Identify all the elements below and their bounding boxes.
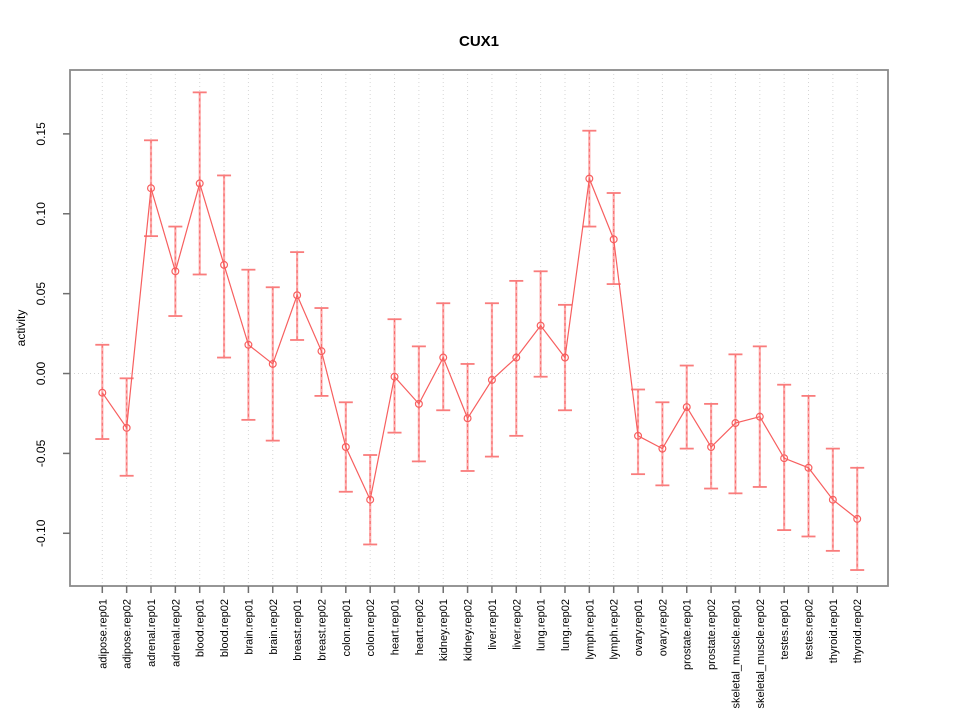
data-point-adipose.rep01: [98, 388, 107, 397]
x-tick-label-lymph.rep02: lymph.rep02: [609, 599, 621, 660]
data-point-heart.rep02: [414, 399, 423, 408]
data-point-lymph.rep01: [585, 174, 594, 183]
chart-title: CUX1: [459, 33, 499, 50]
data-point-breast.rep02: [317, 347, 326, 356]
x-tick-label-breast.rep01: breast.rep01: [292, 599, 304, 661]
x-tick-label-testes.rep02: testes.rep02: [804, 599, 816, 660]
data-point-skeletal_muscle.rep01: [731, 419, 740, 428]
data-point-adrenal.rep02: [171, 267, 180, 276]
x-tick-label-lung.rep01: lung.rep01: [536, 599, 548, 651]
x-tick-label-adrenal.rep02: adrenal.rep02: [170, 599, 182, 667]
x-tick-label-blood.rep02: blood.rep02: [219, 599, 231, 657]
data-point-blood.rep01: [195, 179, 204, 188]
data-point-lung.rep02: [560, 353, 569, 362]
y-tick-label-0.10: 0.10: [34, 202, 48, 226]
x-tick-label-adipose.rep01: adipose.rep01: [97, 599, 109, 669]
x-tick-label-liver.rep02: liver.rep02: [511, 599, 523, 650]
x-tick-label-lymph.rep01: lymph.rep01: [584, 599, 596, 660]
data-point-brain.rep01: [244, 340, 253, 349]
data-point-ovary.rep02: [658, 444, 667, 453]
y-tick-label-0.05: 0.05: [34, 282, 48, 306]
x-tick-label-colon.rep01: colon.rep01: [341, 599, 353, 657]
x-tick-label-breast.rep02: breast.rep02: [316, 599, 328, 661]
x-tick-label-thyroid.rep02: thyroid.rep02: [852, 599, 864, 663]
data-point-ovary.rep01: [634, 431, 643, 440]
data-point-colon.rep01: [341, 443, 350, 452]
y-axis-label: activity: [14, 310, 28, 347]
data-point-breast.rep01: [293, 291, 302, 300]
data-point-thyroid.rep01: [828, 495, 837, 504]
data-point-colon.rep02: [366, 495, 375, 504]
data-point-liver.rep01: [487, 375, 496, 384]
x-tick-label-prostate.rep01: prostate.rep01: [682, 599, 694, 670]
data-point-heart.rep01: [390, 372, 399, 381]
data-point-brain.rep02: [268, 359, 277, 368]
x-tick-label-heart.rep02: heart.rep02: [414, 599, 426, 655]
data-point-testes.rep02: [804, 463, 813, 472]
y-tick-label-0.00: 0.00: [34, 362, 48, 386]
data-point-lung.rep01: [536, 321, 545, 330]
x-tick-label-testes.rep01: testes.rep01: [779, 599, 791, 660]
data-point-testes.rep01: [780, 454, 789, 463]
series-line-activity: [101, 176, 858, 520]
error-bar-ovary.rep02: [655, 401, 670, 487]
x-tick-label-ovary.rep02: ovary.rep02: [657, 599, 669, 656]
x-tick-label-skeletal_muscle.rep02: skeletal_muscle.rep02: [755, 599, 767, 708]
data-point-skeletal_muscle.rep02: [755, 412, 764, 421]
data-point-prostate.rep01: [682, 403, 691, 412]
data-point-blood.rep02: [220, 260, 229, 269]
data-point-lymph.rep02: [609, 235, 618, 244]
error-bar-adipose.rep01: [95, 343, 110, 440]
data-point-liver.rep02: [512, 353, 521, 362]
x-tick-label-thyroid.rep01: thyroid.rep01: [828, 599, 840, 663]
data-point-thyroid.rep02: [853, 514, 862, 523]
x-tick-label-skeletal_muscle.rep01: skeletal_muscle.rep01: [730, 599, 742, 708]
data-point-prostate.rep02: [707, 443, 716, 452]
data-point-kidney.rep02: [463, 414, 472, 423]
data-point-adipose.rep02: [122, 423, 131, 432]
x-tick-label-brain.rep01: brain.rep01: [243, 599, 255, 655]
y-tick-label-0.15: 0.15: [34, 122, 48, 146]
error-bar-testes.rep02: [801, 394, 816, 538]
data-point-kidney.rep01: [439, 353, 448, 362]
data-point-adrenal.rep01: [147, 184, 156, 193]
error-bar-lung.rep01: [533, 270, 548, 378]
x-tick-label-adipose.rep02: adipose.rep02: [122, 599, 134, 669]
x-tick-label-lung.rep02: lung.rep02: [560, 599, 572, 651]
x-tick-label-colon.rep02: colon.rep02: [365, 599, 377, 657]
x-tick-label-liver.rep01: liver.rep01: [487, 599, 499, 650]
y-tick-label--0.05: -0.05: [34, 439, 48, 467]
x-tick-label-adrenal.rep01: adrenal.rep01: [146, 599, 158, 667]
y-tick-label--0.10: -0.10: [34, 519, 48, 547]
x-tick-label-kidney.rep01: kidney.rep01: [438, 599, 450, 661]
x-tick-label-brain.rep02: brain.rep02: [268, 599, 280, 655]
x-tick-label-kidney.rep02: kidney.rep02: [463, 599, 475, 661]
x-tick-label-ovary.rep01: ovary.rep01: [633, 599, 645, 656]
plot-frame: [69, 69, 889, 587]
x-tick-label-blood.rep01: blood.rep01: [195, 599, 207, 657]
x-tick-label-prostate.rep02: prostate.rep02: [706, 599, 718, 670]
x-tick-label-heart.rep01: heart.rep01: [390, 599, 402, 655]
